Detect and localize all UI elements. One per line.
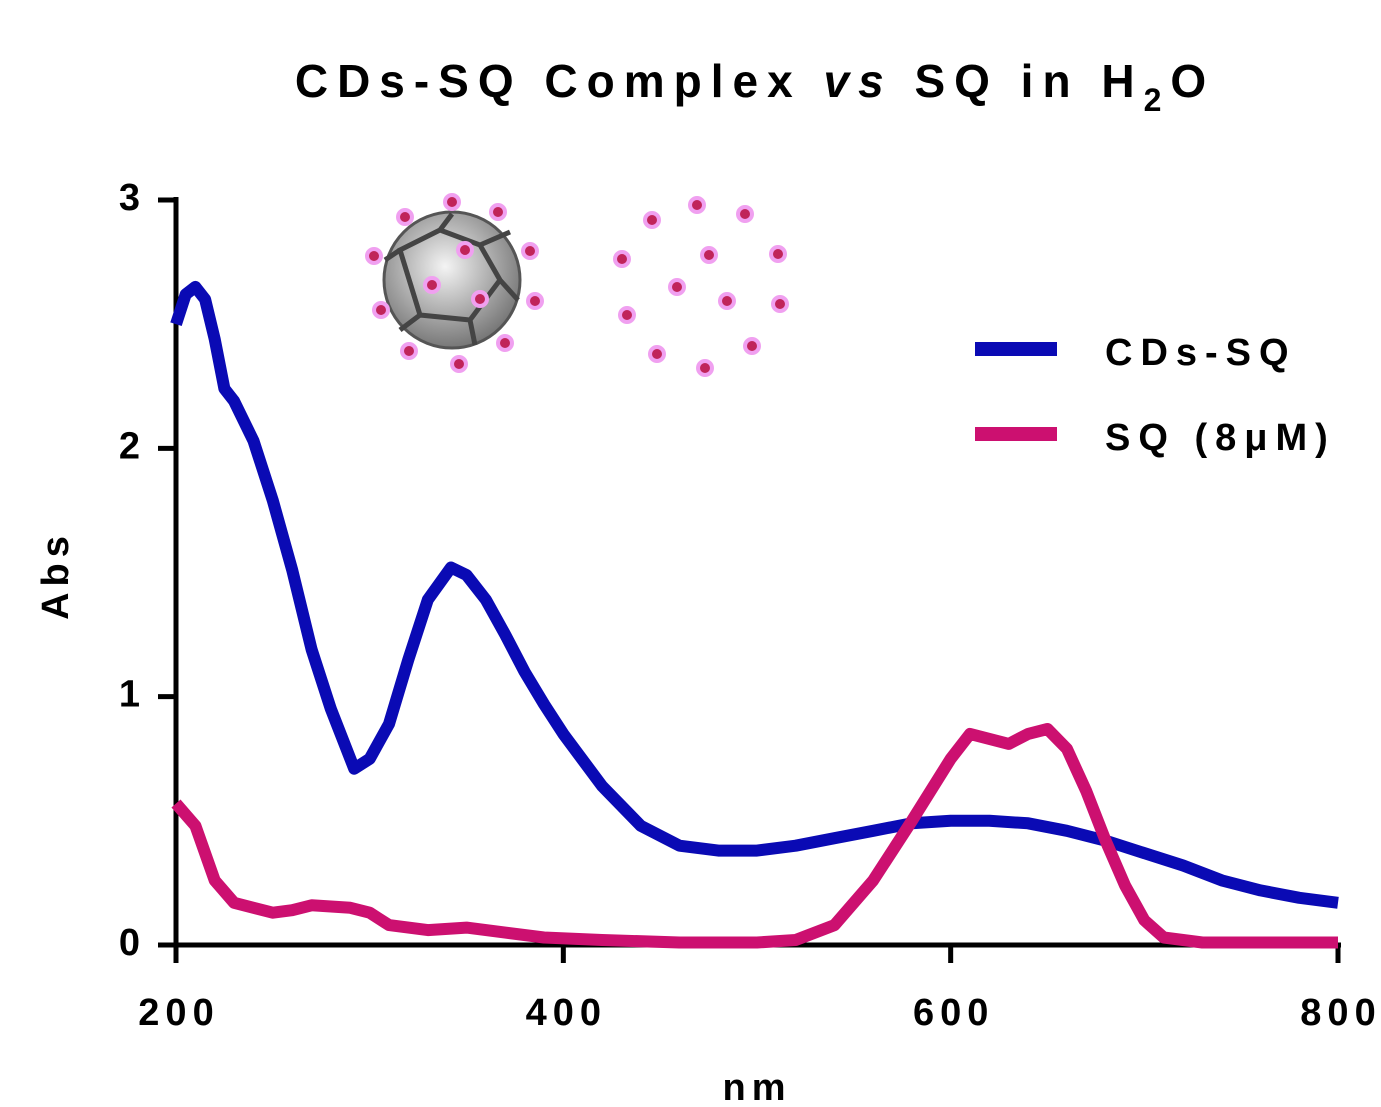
x-tick-label: 200 [138,992,219,1034]
illustration [365,193,789,377]
x-tick-label: 800 [1300,992,1381,1034]
x-tick-label: 600 [913,992,994,1034]
y-tick-label: 1 [119,674,146,716]
legend-label: CDs-SQ [1105,332,1297,374]
y-tick-label: 3 [119,177,146,219]
y-axis-label: Abs [35,530,77,620]
x-tick-label: 400 [526,992,607,1034]
y-tick-label: 2 [119,425,146,467]
data-line [171,723,1338,949]
data-line [170,280,1339,909]
x-axis-label: nm [723,1067,792,1107]
chart-title: CDs-SQ Complex vs SQ in H2O [295,55,1215,118]
y-tick-label: 0 [119,922,146,964]
legend-label: SQ (8μM) [1105,417,1336,459]
